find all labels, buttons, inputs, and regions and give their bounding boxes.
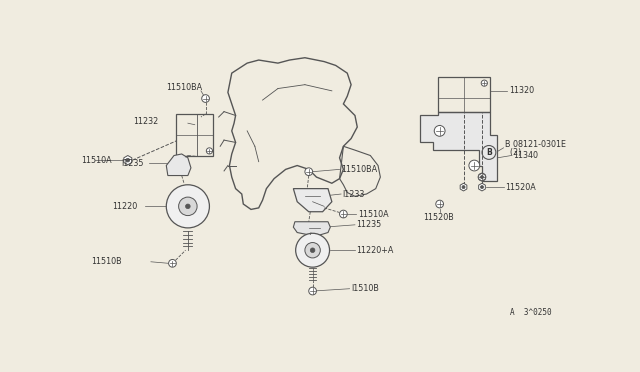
Text: I1233: I1233 <box>342 189 365 199</box>
Polygon shape <box>479 183 485 191</box>
Circle shape <box>481 80 488 86</box>
Circle shape <box>305 243 320 258</box>
Text: 11232: 11232 <box>133 117 159 126</box>
Text: 11220+A: 11220+A <box>356 246 394 255</box>
Text: 11510BA: 11510BA <box>341 165 377 174</box>
Text: 11220: 11220 <box>113 202 138 211</box>
Circle shape <box>126 158 130 162</box>
Circle shape <box>478 173 486 181</box>
Circle shape <box>462 186 465 189</box>
Circle shape <box>435 125 445 136</box>
Circle shape <box>168 260 176 267</box>
Circle shape <box>305 168 312 176</box>
Circle shape <box>166 185 209 228</box>
Text: B 08121-0301E: B 08121-0301E <box>505 140 566 149</box>
Circle shape <box>186 204 190 209</box>
Circle shape <box>310 248 315 253</box>
Circle shape <box>179 197 197 216</box>
Text: 11340: 11340 <box>513 151 538 160</box>
Polygon shape <box>460 183 467 191</box>
Text: 11520A: 11520A <box>505 183 536 192</box>
Circle shape <box>308 287 316 295</box>
Text: A  3^0250: A 3^0250 <box>509 308 551 317</box>
Polygon shape <box>293 222 330 235</box>
Text: 11510BA: 11510BA <box>166 83 202 92</box>
Circle shape <box>206 148 212 154</box>
Polygon shape <box>166 154 191 176</box>
Text: 11520B: 11520B <box>424 213 454 222</box>
Text: (2): (2) <box>505 148 522 157</box>
Text: l1235: l1235 <box>122 159 144 168</box>
Circle shape <box>481 186 484 189</box>
Polygon shape <box>479 173 485 181</box>
Text: 11510A: 11510A <box>82 155 112 165</box>
Circle shape <box>296 233 330 267</box>
Text: I1510B: I1510B <box>351 284 379 293</box>
Text: 11510A: 11510A <box>358 209 388 218</box>
Polygon shape <box>293 189 332 212</box>
Text: 11235: 11235 <box>356 220 381 229</box>
Circle shape <box>340 210 348 218</box>
Circle shape <box>436 200 444 208</box>
Text: 11510B: 11510B <box>91 257 122 266</box>
Circle shape <box>481 176 484 179</box>
Polygon shape <box>124 155 132 165</box>
Circle shape <box>202 95 209 102</box>
Polygon shape <box>420 112 497 181</box>
Circle shape <box>469 160 480 171</box>
Text: B: B <box>486 148 492 157</box>
Text: 11320: 11320 <box>509 86 534 95</box>
